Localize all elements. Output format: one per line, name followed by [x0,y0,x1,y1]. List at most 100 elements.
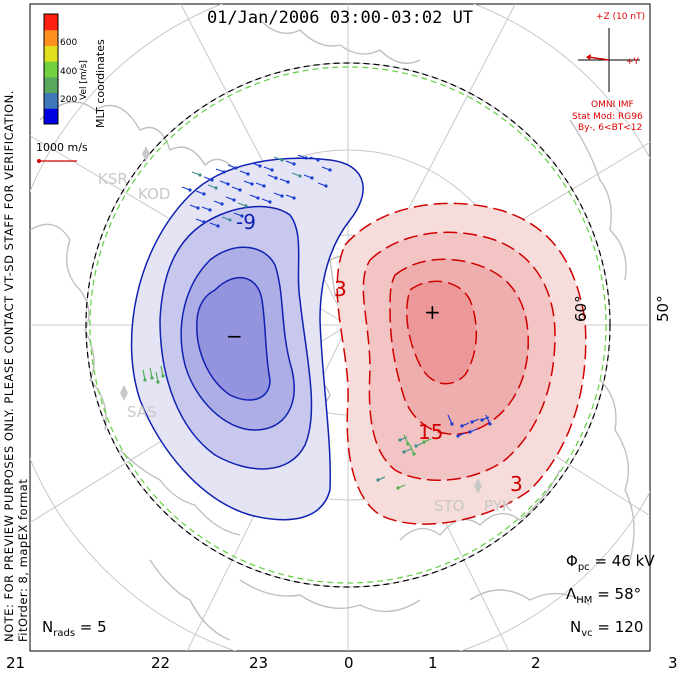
velocity-vectors [142,154,492,490]
velocity-vector-origin [228,218,232,222]
velocity-vector-origin [226,182,230,186]
velocity-vector-origin [198,173,202,177]
mlt-label-21: 21 [6,654,26,672]
velocity-vector-origin [216,224,220,228]
colorbar-frame [43,13,59,125]
velocity-vector [149,367,153,379]
velocity-vector-origin [468,430,472,434]
colorbar-swatch [44,92,58,109]
velocity-vector-origin [304,156,308,160]
hm-boundary-latitude: ΛHM = 58° [566,585,642,606]
velocity-vector-origin [156,380,160,384]
velocity-vector-origin [274,176,278,180]
velocity-vector-origin [406,442,410,446]
velocity-vector-origin [286,180,290,184]
velocity-vector-origin [398,438,402,442]
plot-frame [29,3,651,652]
vector-count: Nvc = 120 [570,618,644,639]
velocity-vector-origin [202,220,206,224]
hm-boundary-black [85,62,611,588]
fit-order-note: FitOrder: 8, mapEX format [16,478,30,642]
map-title: 01/Jan/2006 03:00-03:02 UT [206,8,474,28]
velocity-vector-origin [450,422,454,426]
mlt-label-2: 2 [531,654,541,672]
velocity-vector-origin [316,158,320,162]
velocity-vector-origin [262,184,266,188]
velocity-vector-origin [258,164,262,168]
velocity-vector-origin [412,452,416,456]
velocity-vector-origin [222,170,226,174]
radar-label-kod: KOD [138,185,171,203]
colorbar-swatch [44,29,58,46]
contour-label-neg9: -9 [236,210,256,234]
contour-label-pos3: 3 [334,277,347,301]
imf-y-label: +Y [626,57,640,67]
colorbar-swatch [44,108,58,125]
velocity-vector-origin [246,172,250,176]
mlt-label-3: 3 [668,654,678,672]
velocity-vector [485,414,491,425]
negative-potential-cell [130,157,364,521]
radar-label-sas: SAS [127,403,157,421]
velocity-vector-origin [396,486,400,490]
velocity-vector-origin [234,166,238,170]
velocity-vector-origin [238,188,242,192]
potential-minimum-marker: − [226,324,243,348]
velocity-vector-origin [220,202,224,206]
positive-potential-cell [336,202,587,525]
velocity-vector-origin [188,188,192,192]
velocity-vector-origin [161,374,165,378]
contour-label-pos3b: 3 [510,472,523,496]
lat-label-50: 50° [654,295,672,322]
velocity-vector-origin [250,182,254,186]
mlt-label-22: 22 [151,654,171,672]
cross-polar-cap-potential: Φpc = 46 kV [566,552,655,573]
colorbar-tick-400: 400 [60,67,78,77]
velocity-colorbar [43,13,59,125]
velocity-vector-origin [310,176,314,180]
velocity-vector-origin [232,198,236,202]
colorbar-swatch [44,45,58,62]
velocity-vector [155,371,159,383]
mlt-label-23: 23 [249,654,269,672]
velocity-vector-origin [460,424,464,428]
velocity-vector [142,369,146,381]
colorbar-tick-600: 600 [60,38,78,48]
velocity-vector-origin [240,214,244,218]
colorbar-tick-200: 200 [60,95,78,105]
velocity-vector [403,434,409,445]
velocity-vector [160,365,164,377]
velocity-vector-origin [210,178,214,182]
hm-boundary-green [89,66,607,584]
velocity-vector-origin [244,204,248,208]
velocity-vector-origin [292,196,296,200]
contour-label-pos15: 15 [418,420,444,444]
velocity-vector-origin [470,420,474,424]
imf-source: OMNI IMF [591,100,634,110]
mlt-label-0: 0 [344,654,354,672]
preview-note: NOTE: FOR PREVIEW PURPOSES ONLY. PLEASE … [2,90,16,642]
imf-z-label: +Z (10 nT) [596,12,646,22]
radar-label-pyk: PYK [484,497,512,515]
velocity-vector-origin [256,196,260,200]
radar-label-sto: STO [434,497,465,515]
velocity-vector-origin [376,478,380,482]
imf-condition: By-, 6<BT<12 [578,123,643,133]
potential-maximum-marker: + [424,300,441,324]
velocity-vector-origin [208,208,212,212]
velocity-vector-origin [280,158,284,162]
mlt-coordinates-label: MLT coordinates [94,39,107,128]
velocity-vector-origin [488,422,492,426]
velocity-vector-origin [214,186,218,190]
velocity-vector-origin [328,168,332,172]
velocity-vector-origin [202,192,206,196]
velocity-vector-origin [402,450,406,454]
colorbar-swatch [44,61,58,78]
radar-label-ksr: KSR [98,170,128,188]
velocity-vector-origin [456,434,460,438]
reference-vector-label: 1000 m/s [36,141,88,154]
velocity-vector-origin [196,206,200,210]
velocity-vector [447,414,453,425]
